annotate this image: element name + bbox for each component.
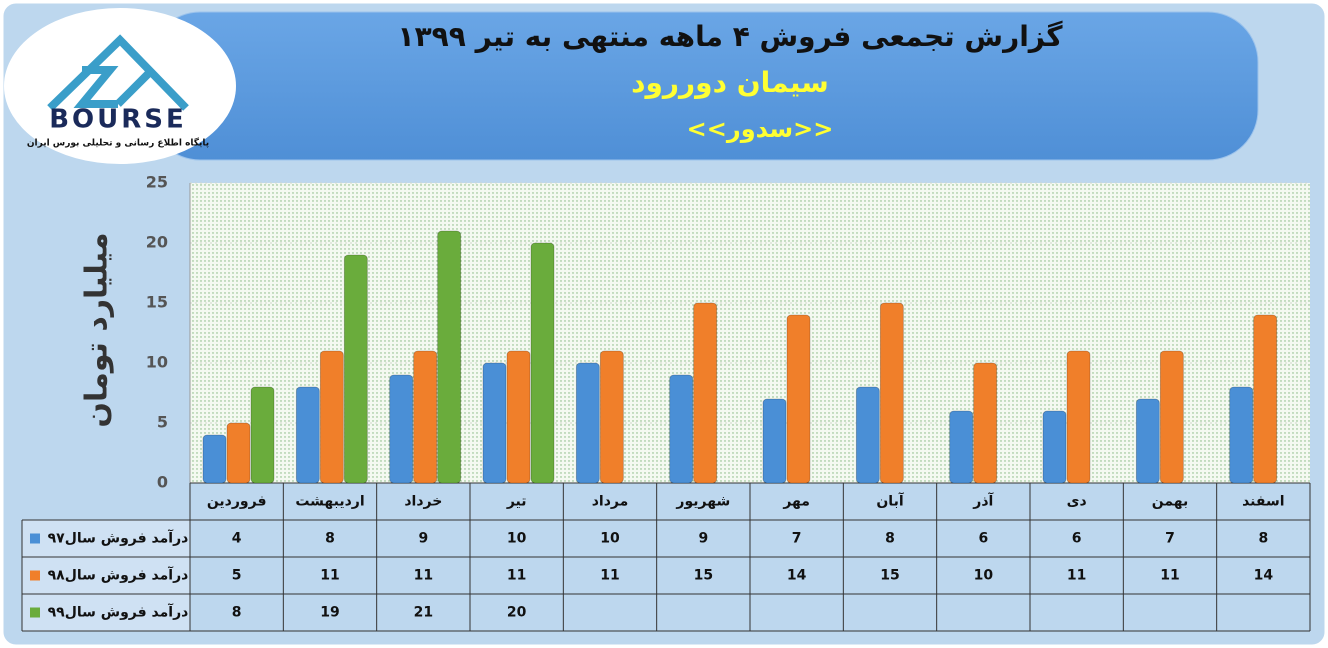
x-tick-label: آبان <box>876 492 904 510</box>
plot-area <box>190 183 1310 483</box>
bar <box>1229 386 1254 484</box>
logo-mark <box>47 34 189 111</box>
logo-bg <box>4 8 236 164</box>
bar <box>530 242 555 484</box>
annotation: <<سدور>> <box>687 115 834 143</box>
x-tick-label: مهر <box>782 494 810 510</box>
x-tick-label: اسفند <box>1242 494 1284 510</box>
table-value: 5 <box>232 568 242 584</box>
x-tick-label: بهمن <box>1152 494 1188 510</box>
table-value: 6 <box>1072 531 1082 547</box>
x-tick-label: تیر <box>506 494 527 510</box>
bar <box>1042 410 1067 484</box>
bar <box>413 350 438 484</box>
table-value: 11 <box>1160 568 1179 584</box>
bar <box>437 230 462 484</box>
bar <box>482 362 507 484</box>
bar <box>879 302 904 484</box>
bar <box>693 302 718 484</box>
table-value: 15 <box>694 568 713 584</box>
bar <box>949 410 974 484</box>
bar <box>786 314 811 484</box>
table-value: 10 <box>974 568 994 584</box>
table-value: 8 <box>1258 531 1268 547</box>
table-value: 9 <box>698 531 708 547</box>
bar <box>1066 350 1091 484</box>
table-value: 11 <box>414 568 433 584</box>
y-tick-label: 0 <box>157 473 168 492</box>
bar <box>973 362 998 484</box>
table-value: 20 <box>507 605 527 621</box>
bar <box>343 254 368 484</box>
logo-brand: BOURSE <box>49 105 187 135</box>
logo-tagline: پایگاه اطلاع رسانی و تحلیلی بورس ایران <box>27 137 209 149</box>
legend-label: درآمد فروش سال۹۸ <box>48 566 189 584</box>
legend-label: درآمد فروش سال۹۷ <box>48 529 189 547</box>
table-value: 11 <box>507 568 526 584</box>
table-value: 21 <box>414 605 433 621</box>
table-value: 9 <box>418 531 428 547</box>
y-tick-label: 25 <box>146 173 168 192</box>
table-value: 19 <box>320 605 339 621</box>
bar <box>295 386 320 484</box>
x-tick-label: آذر <box>972 492 994 510</box>
bar <box>202 434 227 484</box>
legend-swatch <box>30 533 40 544</box>
table-value: 14 <box>1254 568 1274 584</box>
chart-title: گزارش تجمعی فروش ۴ ماهه منتهی به تیر ۱۳۹… <box>397 20 1063 53</box>
bar <box>1253 314 1278 484</box>
x-tick-label: اردیبهشت <box>295 494 364 510</box>
table-bg <box>22 520 190 631</box>
bar <box>855 386 880 484</box>
bar <box>319 350 344 484</box>
table-value: 14 <box>787 568 807 584</box>
bar <box>1135 398 1160 484</box>
y-axis-label: میلیارد تومان <box>80 232 115 427</box>
table-value: 8 <box>885 531 895 547</box>
table-value: 10 <box>600 531 620 547</box>
table-value: 15 <box>880 568 899 584</box>
legend-label: درآمد فروش سال۹۹ <box>48 603 189 621</box>
y-tick-label: 20 <box>146 233 168 252</box>
table-value: 11 <box>320 568 339 584</box>
bar <box>669 374 694 484</box>
table-value: 8 <box>232 605 242 621</box>
legend-swatch <box>30 570 40 581</box>
bar <box>226 422 251 484</box>
bar <box>506 350 531 484</box>
legend-swatch <box>30 607 40 618</box>
table-value: 6 <box>978 531 988 547</box>
table-value: 10 <box>507 531 527 547</box>
table-value: 7 <box>792 531 802 547</box>
table-value: 11 <box>600 568 619 584</box>
bar <box>575 362 600 484</box>
bar <box>250 386 275 484</box>
table-value: 4 <box>232 531 242 547</box>
x-tick-label: مرداد <box>592 494 629 510</box>
y-tick-label: 15 <box>146 293 168 312</box>
x-tick-label: خرداد <box>404 494 442 510</box>
bar <box>599 350 624 484</box>
bar <box>1159 350 1184 484</box>
x-tick-label: فروردین <box>207 494 267 510</box>
table-value: 8 <box>325 531 335 547</box>
y-tick-label: 5 <box>157 413 168 432</box>
table-value: 11 <box>1067 568 1086 584</box>
x-tick-label: دی <box>1067 494 1087 510</box>
bar <box>762 398 787 484</box>
table-value: 7 <box>1165 531 1175 547</box>
y-tick-label: 10 <box>146 353 168 372</box>
bar <box>389 374 414 484</box>
chart-subtitle: سیمان دوررود <box>631 66 829 99</box>
x-tick-label: شهریور <box>675 494 730 510</box>
